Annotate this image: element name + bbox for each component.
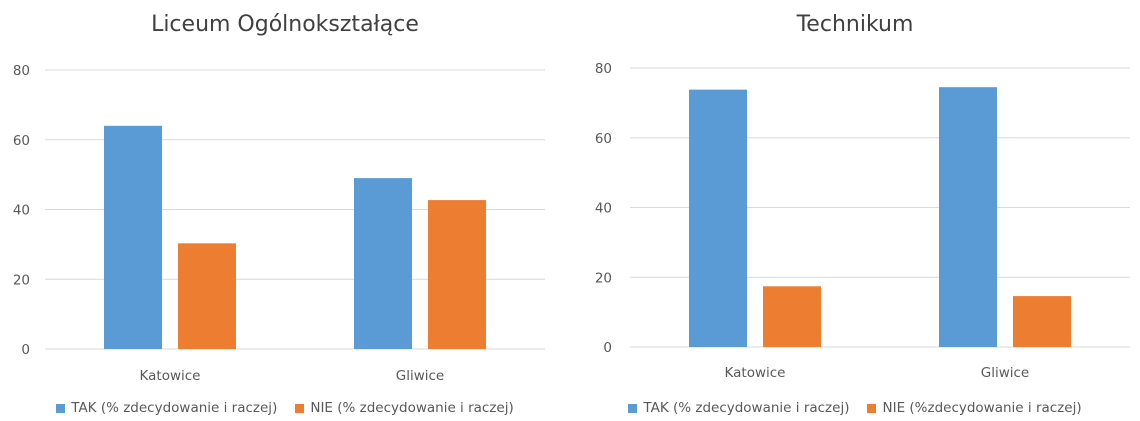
bar-tak-gliwice	[939, 87, 997, 348]
y-tick-label: 80	[595, 61, 612, 77]
legend-swatch-tak	[56, 403, 66, 413]
y-tick-label: 60	[13, 133, 30, 149]
legend-swatch-nie	[867, 403, 877, 413]
y-tick-label: 40	[595, 201, 612, 217]
legend-swatch-tak	[628, 403, 638, 413]
bar-tak-gliwice	[354, 178, 412, 349]
x-category-label: Gliwice	[396, 368, 444, 384]
y-tick-label: 20	[13, 272, 30, 288]
legend-item-tak: TAK (% zdecydowanie i raczej)	[628, 400, 849, 416]
legend-item-nie: NIE (%zdecydowanie i raczej)	[867, 400, 1082, 416]
x-category-label: Gliwice	[981, 365, 1029, 381]
y-tick-label: 0	[21, 342, 30, 358]
bar-nie-katowice	[763, 286, 821, 347]
bar-nie-katowice	[178, 243, 236, 349]
legend-label-tak: TAK (% zdecydowanie i raczej)	[643, 400, 850, 416]
x-category-label: Katowice	[140, 368, 201, 384]
bar-tak-katowice	[689, 89, 747, 347]
legend-item-tak: TAK (% zdecydowanie i raczej)	[56, 400, 277, 416]
legend-label-nie: NIE (%zdecydowanie i raczej)	[882, 400, 1082, 416]
y-tick-label: 60	[595, 131, 612, 147]
chart-plot: 0 20 40 60 80 Katowice Gliwice	[13, 63, 545, 384]
legend-label-nie: NIE (% zdecydowanie i raczej)	[310, 400, 514, 416]
chart-panel-technikum: Technikum 0 20 40 60 80 Katowice Gliwice TAK (…	[570, 0, 1140, 421]
chart-legend: TAK (% zdecydowanie i raczej) NIE (% zde…	[0, 398, 570, 418]
bar-nie-gliwice	[1013, 296, 1071, 347]
chart-title: Technikum	[796, 12, 914, 37]
legend-swatch-nie	[295, 403, 305, 413]
y-tick-label: 40	[13, 203, 30, 219]
y-tick-label: 80	[13, 63, 30, 79]
x-category-label: Katowice	[725, 365, 786, 381]
legend-label-tak: TAK (% zdecydowanie i raczej)	[71, 400, 278, 416]
y-tick-label: 20	[595, 270, 612, 286]
chart-title: Liceum Ogólnokształące	[151, 12, 419, 37]
bar-tak-katowice	[104, 125, 162, 349]
legend-item-nie: NIE (% zdecydowanie i raczej)	[295, 400, 514, 416]
bar-nie-gliwice	[428, 200, 486, 349]
y-tick-label: 0	[603, 340, 612, 356]
chart-panel-liceum: Liceum Ogólnokształące 0 20 40 60 80 Katowice…	[0, 12, 570, 418]
chart-plot: 0 20 40 60 80 Katowice Gliwice	[595, 61, 1130, 381]
chart-legend: TAK (% zdecydowanie i raczej) NIE (%zdec…	[570, 398, 1140, 418]
